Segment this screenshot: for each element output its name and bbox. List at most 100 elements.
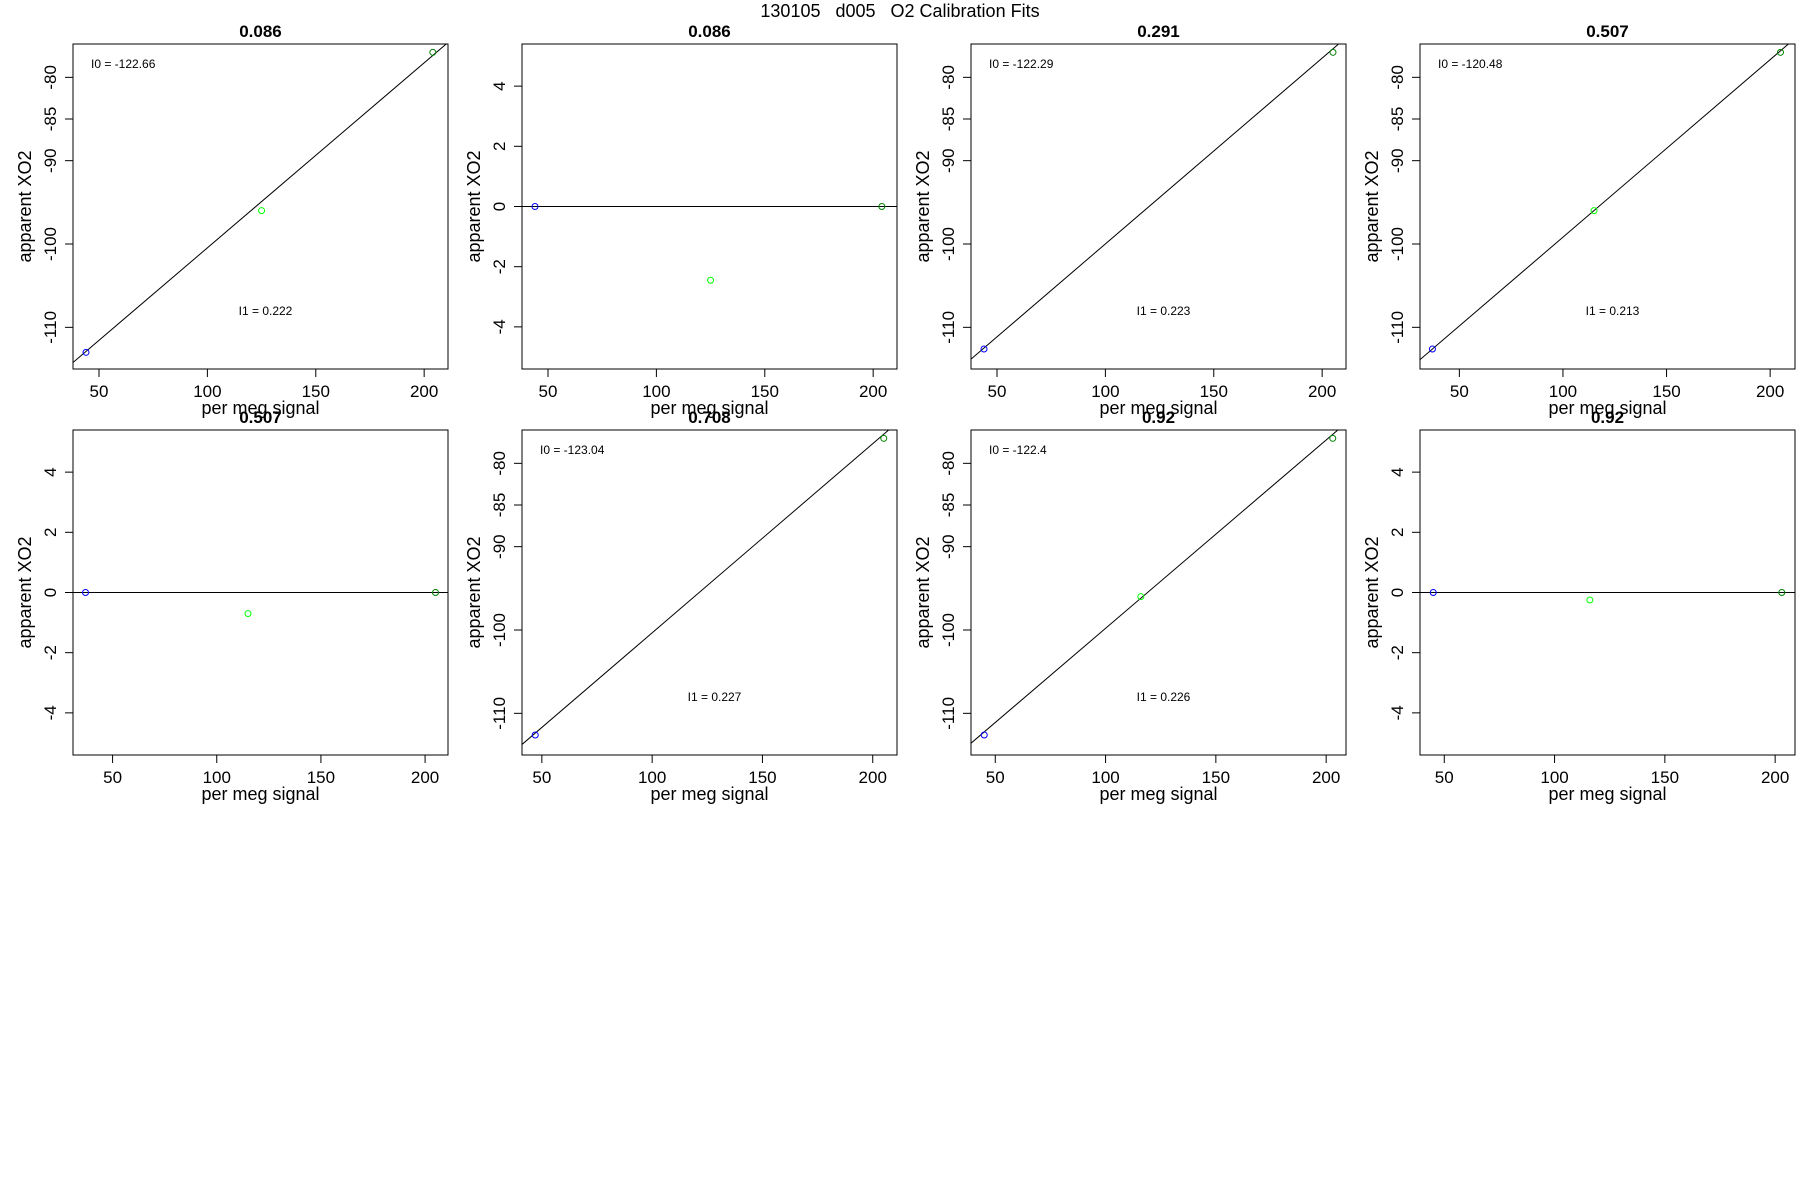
panel-3-data-point-1 xyxy=(980,345,988,353)
panel-1-y-tick-label: -110 xyxy=(41,311,60,344)
panel-1-x-tick-label: 100 xyxy=(193,382,221,401)
panel-5-x-axis-label: per meg signal xyxy=(201,784,319,804)
panel-1-y-tick-label: -85 xyxy=(41,107,60,132)
panel-4-y-tick-label: -90 xyxy=(1388,148,1407,173)
panel-2-data-point-1 xyxy=(531,203,539,210)
panel-6-y-tick-label: -85 xyxy=(490,493,509,518)
panel-3-slope-label: I1 = 0.223 xyxy=(1137,304,1191,318)
panel-8-y-tick-label: 4 xyxy=(1388,467,1407,476)
panel-1-intercept-label: I0 = -122.66 xyxy=(91,57,156,71)
panel-1-y-axis-label: apparent XO2 xyxy=(15,150,35,262)
panel-8-title: 0.92 xyxy=(1591,408,1624,427)
panel-3-fit-line xyxy=(971,44,1340,360)
panel-6-x-tick-label: 100 xyxy=(638,768,666,787)
panel-8-y-tick-label: -2 xyxy=(1388,645,1407,660)
panel-7-y-axis-label: apparent XO2 xyxy=(913,536,933,648)
panel-1-y-tick-label: -80 xyxy=(41,65,60,90)
panel-2-y-tick-label: -4 xyxy=(490,319,509,334)
panel-6-x-axis-label: per meg signal xyxy=(650,784,768,804)
panel-4-fit-line xyxy=(1420,44,1790,361)
panel-1-title: 0.086 xyxy=(239,22,282,41)
panel-1-data-point-1 xyxy=(82,348,90,356)
panel-7-x-tick-label: 100 xyxy=(1091,768,1119,787)
panel-7-y-tick-label: -110 xyxy=(939,697,958,730)
panel-5-y-axis-label: apparent XO2 xyxy=(15,536,35,648)
panel-4-x-tick-label: 150 xyxy=(1652,382,1680,401)
panel-6-y-tick-label: -100 xyxy=(490,613,509,647)
panel-8-y-tick-label: 0 xyxy=(1388,588,1407,597)
panel-8-y-tick-label: -4 xyxy=(1388,705,1407,720)
panel-7-y-tick-label: -85 xyxy=(939,493,958,518)
panel-1-slope-label: I1 = 0.222 xyxy=(239,304,293,318)
panel-2-x-tick-label: 200 xyxy=(859,382,887,401)
panel-5-x-tick-label: 50 xyxy=(103,768,122,787)
panel-1-x-tick-label: 150 xyxy=(302,382,330,401)
panel-3-y-tick-label: -110 xyxy=(939,311,958,344)
panel-1-x-axis-label: per meg signal xyxy=(201,398,319,418)
panel-6-y-axis-label: apparent XO2 xyxy=(464,536,484,648)
panel-5-data-point-2 xyxy=(244,610,252,618)
panel-7-data-point-2 xyxy=(1137,593,1145,601)
panel-6-y-tick-label: -110 xyxy=(490,697,509,730)
panel-6-slope-label: I1 = 0.227 xyxy=(688,690,742,704)
panel-4-x-tick-label: 200 xyxy=(1756,382,1784,401)
panel-5-x-tick-label: 200 xyxy=(411,768,439,787)
panel-3-title: 0.291 xyxy=(1137,22,1180,41)
panel-2-x-tick-label: 150 xyxy=(751,382,779,401)
panel-3-plot-frame xyxy=(970,43,1347,370)
panel-4-data-point-2 xyxy=(1590,207,1598,215)
panel-3-y-tick-label: -85 xyxy=(939,107,958,132)
panel-7-data-point-3 xyxy=(1329,434,1337,442)
panel-4-x-axis-label: per meg signal xyxy=(1548,398,1666,418)
panel-2-x-axis-label: per meg signal xyxy=(650,398,768,418)
panel-6-x-tick-label: 200 xyxy=(859,768,887,787)
panel-5-title: 0.507 xyxy=(239,408,282,427)
panel-6-x-tick-label: 50 xyxy=(532,768,551,787)
panel-4-y-axis-label: apparent XO2 xyxy=(1362,150,1382,262)
panel-8-x-tick-label: 100 xyxy=(1540,768,1568,787)
panel-1-data-point-2 xyxy=(258,207,266,215)
panel-2-data-point-3 xyxy=(878,203,886,210)
panel-4-x-tick-label: 50 xyxy=(1450,382,1469,401)
panel-4-y-tick-label: -110 xyxy=(1388,311,1407,344)
panel-4-intercept-label: I0 = -120.48 xyxy=(1438,57,1503,71)
panel-2-y-tick-label: 0 xyxy=(490,202,509,211)
panel-6-plot-frame xyxy=(521,429,898,756)
panel-4-data-point-1 xyxy=(1428,345,1436,353)
panel-7-intercept-label: I0 = -122.4 xyxy=(989,443,1047,457)
panel-8-data-point-1 xyxy=(1429,589,1437,596)
panel-8-x-tick-label: 150 xyxy=(1651,768,1679,787)
panel-7-x-axis-label: per meg signal xyxy=(1099,784,1217,804)
panel-6-x-tick-label: 150 xyxy=(748,768,776,787)
panel-7-y-tick-label: -80 xyxy=(939,451,958,476)
panel-4-title: 0.507 xyxy=(1586,22,1629,41)
panel-3-x-tick-label: 150 xyxy=(1200,382,1228,401)
panel-1-plot-frame xyxy=(72,43,449,370)
panel-4-plot-frame xyxy=(1419,43,1796,370)
panel-8-y-axis-label: apparent XO2 xyxy=(1362,536,1382,648)
panel-5-data-point-1 xyxy=(82,589,89,596)
panel-3-y-axis-label: apparent XO2 xyxy=(913,150,933,262)
panel-8-data-point-2 xyxy=(1586,596,1594,604)
panel-4-y-tick-label: -85 xyxy=(1388,107,1407,132)
panel-6-intercept-label: I0 = -123.04 xyxy=(540,443,605,457)
panel-4-data-point-3 xyxy=(1776,48,1784,56)
panel-6-data-point-1 xyxy=(531,731,539,739)
panel-4-x-tick-label: 100 xyxy=(1549,382,1577,401)
panel-5-y-tick-label: 4 xyxy=(41,467,60,476)
panel-8-x-axis-label: per meg signal xyxy=(1548,784,1666,804)
panel-6-title: 0.708 xyxy=(688,408,731,427)
panel-2-y-tick-label: 2 xyxy=(490,142,509,151)
panel-3-x-tick-label: 200 xyxy=(1308,382,1336,401)
panel-5-x-tick-label: 150 xyxy=(307,768,335,787)
panel-2-y-axis-label: apparent XO2 xyxy=(464,150,484,262)
panel-4-slope-label: I1 = 0.213 xyxy=(1586,304,1640,318)
panel-6-data-point-2 xyxy=(880,434,888,442)
panel-7-title: 0.92 xyxy=(1142,408,1175,427)
panel-3-y-tick-label: -80 xyxy=(939,65,958,90)
panel-3-x-tick-label: 100 xyxy=(1091,382,1119,401)
panel-7-slope-label: I1 = 0.226 xyxy=(1137,690,1191,704)
panel-1-x-tick-label: 200 xyxy=(410,382,438,401)
panel-8-x-tick-label: 50 xyxy=(1435,768,1454,787)
panel-2-y-tick-label: 4 xyxy=(490,81,509,90)
